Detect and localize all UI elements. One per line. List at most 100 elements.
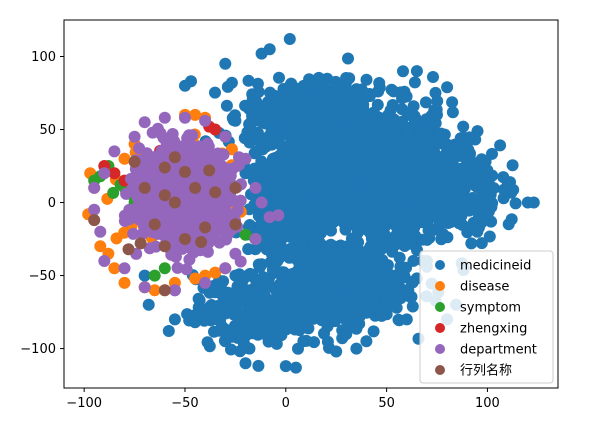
scatter-point <box>439 162 451 174</box>
y-tick-label: 100 <box>31 50 56 65</box>
scatter-point <box>189 182 201 194</box>
scatter-point <box>155 127 167 139</box>
scatter-point <box>243 75 255 87</box>
scatter-point <box>232 311 244 323</box>
scatter-point <box>88 204 100 216</box>
scatter-point <box>414 133 426 145</box>
scatter-point <box>303 306 315 318</box>
scatter-point <box>409 76 421 88</box>
scatter-point <box>129 156 141 168</box>
scatter-point <box>397 65 409 77</box>
scatter-point <box>321 186 333 198</box>
scatter-point <box>287 209 299 221</box>
scatter-point <box>446 212 458 224</box>
x-tick-label: −50 <box>171 396 198 411</box>
scatter-point <box>188 247 200 259</box>
scatter-point <box>261 140 273 152</box>
scatter-point <box>293 280 305 292</box>
legend-marker <box>435 302 445 312</box>
scatter-point <box>313 72 325 84</box>
scatter-point <box>239 100 251 112</box>
scatter-point <box>337 260 349 272</box>
scatter-point <box>483 178 495 190</box>
scatter-point <box>199 306 211 318</box>
scatter-point <box>361 74 373 86</box>
scatter-point <box>349 191 361 203</box>
scatter-point <box>189 316 201 328</box>
legend-label: 行列名称 <box>460 363 512 379</box>
scatter-point <box>484 231 496 243</box>
scatter-point <box>199 115 211 127</box>
scatter-point <box>120 188 132 200</box>
scatter-point <box>169 197 181 209</box>
scatter-point <box>219 335 231 347</box>
y-tick-label: 0 <box>48 196 56 211</box>
scatter-point <box>181 263 193 275</box>
scatter-point <box>234 323 246 335</box>
scatter-point <box>199 277 211 289</box>
legend-marker <box>435 323 445 333</box>
scatter-point <box>322 336 334 348</box>
scatter-point <box>510 197 522 209</box>
legend-marker <box>435 281 445 291</box>
scatter-point <box>163 325 175 337</box>
scatter-point <box>149 270 161 282</box>
scatter-point <box>329 113 341 125</box>
scatter-point <box>301 269 313 281</box>
legend-label: symptom <box>460 301 521 316</box>
scatter-point <box>267 264 279 276</box>
scatter-point <box>199 221 211 233</box>
scatter-point <box>450 197 462 209</box>
scatter-point <box>135 237 147 249</box>
scatter-point <box>179 233 191 245</box>
scatter-point <box>179 166 191 178</box>
scatter-point <box>376 243 388 255</box>
scatter-point <box>342 216 354 228</box>
scatter-point <box>388 124 400 136</box>
scatter-point <box>217 285 229 297</box>
scatter-point <box>295 125 307 137</box>
x-tick-label: 100 <box>475 396 500 411</box>
scatter-point <box>365 169 377 181</box>
scatter-point <box>354 115 366 127</box>
scatter-point <box>217 322 229 334</box>
scatter-point <box>202 336 214 348</box>
scatter-point <box>340 328 352 340</box>
scatter-point <box>420 96 432 108</box>
scatter-point <box>316 314 328 326</box>
scatter-point <box>139 182 151 194</box>
scatter-point <box>229 115 241 127</box>
scatter-point <box>392 194 404 206</box>
scatter-point <box>244 343 256 355</box>
scatter-point <box>344 104 356 116</box>
scatter-point <box>401 284 413 296</box>
scatter-point <box>328 311 340 323</box>
scatter-point <box>350 284 362 296</box>
scatter-point <box>330 76 342 88</box>
scatter-point <box>229 286 241 298</box>
scatter-point <box>193 293 205 305</box>
scatter-point <box>290 362 302 374</box>
scatter-point <box>269 239 281 251</box>
scatter-point <box>219 176 231 188</box>
x-tick-label: −100 <box>66 396 102 411</box>
legend-label: department <box>460 343 537 358</box>
scatter-point <box>349 232 361 244</box>
scatter-point <box>250 182 262 194</box>
scatter-point <box>171 180 183 192</box>
scatter-point <box>416 234 428 246</box>
scatter-point <box>88 214 100 226</box>
scatter-point <box>245 310 257 322</box>
scatter-point <box>503 218 515 230</box>
scatter-point <box>273 253 285 265</box>
scatter-point <box>229 182 241 194</box>
x-tick-label: 50 <box>378 396 395 411</box>
scatter-point <box>397 174 409 186</box>
scatter-point <box>260 226 272 238</box>
scatter-point <box>498 192 510 204</box>
legend-label: disease <box>460 280 509 295</box>
scatter-point <box>253 86 265 98</box>
scatter-point <box>252 360 264 372</box>
scatter-point <box>284 33 296 45</box>
scatter-point <box>481 197 493 209</box>
